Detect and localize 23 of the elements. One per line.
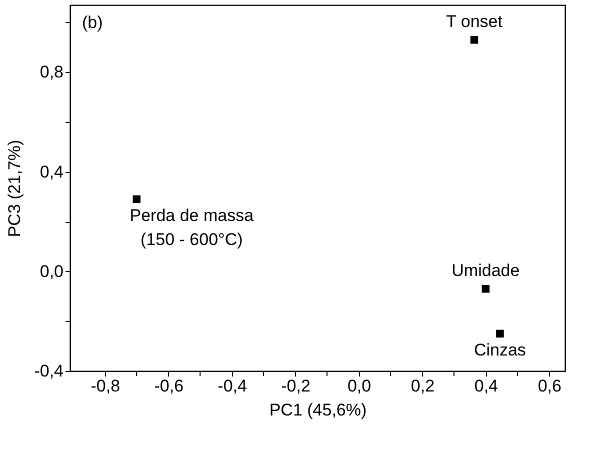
x-tick-label: 0,6 <box>538 376 562 396</box>
y-tick-label: -0,4 <box>34 362 64 380</box>
point <box>470 36 478 44</box>
x-tick-label: -0,6 <box>154 376 184 396</box>
annotation: Cinzas <box>474 340 526 360</box>
y-axis-title: PC3 (21,7%) <box>5 140 24 238</box>
point <box>496 330 504 338</box>
y-tick-label: 0,0 <box>40 262 64 281</box>
x-tick-label: -0,4 <box>218 376 247 396</box>
x-tick-label: -0,8 <box>90 376 120 396</box>
annotation: T onset <box>446 12 503 31</box>
x-tick-label: 0,0 <box>347 376 372 396</box>
point <box>482 284 490 293</box>
x-tick-label: -0,2 <box>281 376 310 396</box>
annotation: Umidade <box>452 260 520 280</box>
y-tick-label: 0,8 <box>40 62 64 82</box>
y-tick-label: 0,4 <box>40 162 64 182</box>
x-axis-title: PC1 (45,6%) <box>269 400 367 420</box>
x-tick-label: 0,4 <box>474 376 498 396</box>
point <box>132 195 141 204</box>
annotation: Perda de massa (150 - 600°C) <box>130 206 254 250</box>
x-tick-label: 0,2 <box>410 376 435 396</box>
annotation: (b) <box>82 13 103 32</box>
